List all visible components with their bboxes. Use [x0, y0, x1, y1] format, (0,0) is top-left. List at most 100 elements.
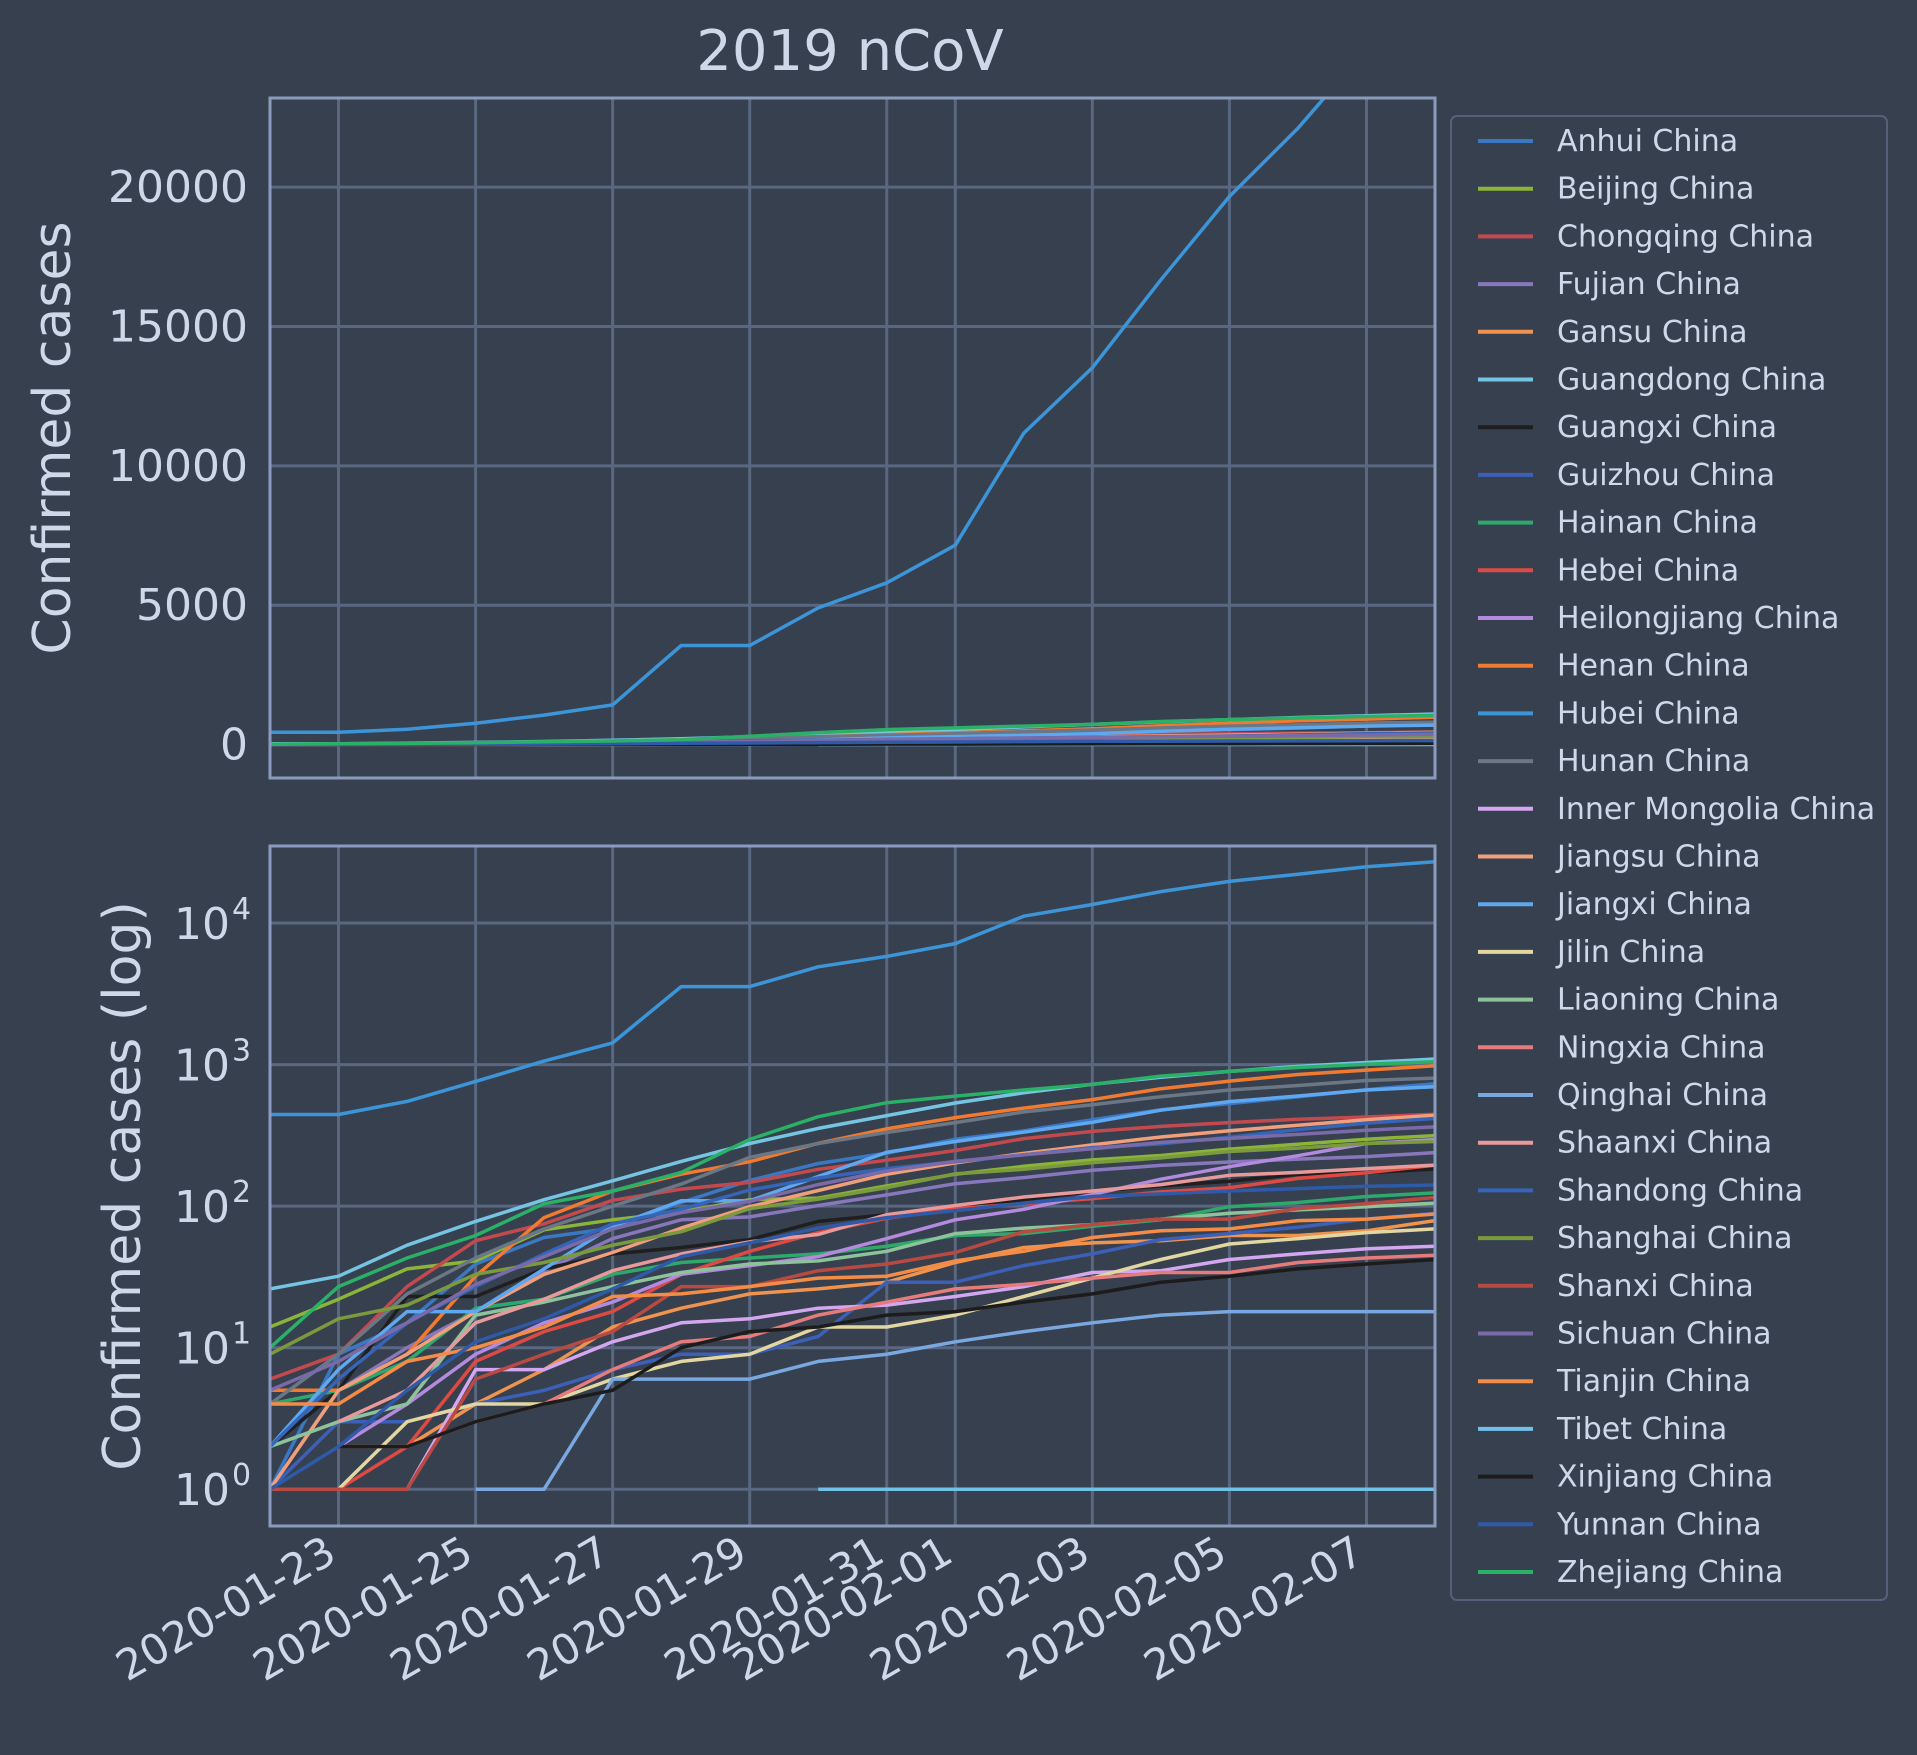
- legend-label: Jilin China: [1555, 935, 1705, 970]
- legend: Anhui China Beijing China Chongqing China F…: [1450, 115, 1888, 1601]
- legend-label: Xinjiang China: [1557, 1460, 1773, 1495]
- log-plot-frame: [268, 844, 1437, 1528]
- linear-y-axis-label: Confirmed cases: [23, 221, 83, 654]
- log-line-jiangsu-china: [270, 1113, 1435, 1491]
- log-line-hubei-china: [270, 859, 1435, 1117]
- linear-y-tick-label: 5000: [136, 580, 248, 631]
- legend-item-jiangxi-china: Jiangxi China: [1478, 887, 1752, 922]
- legend-item-ningxia-china: Ningxia China: [1478, 1030, 1766, 1065]
- legend-label: Sichuan China: [1557, 1317, 1772, 1352]
- legend-item-hunan-china: Hunan China: [1478, 744, 1750, 779]
- legend-item-shanxi-china: Shanxi China: [1478, 1269, 1754, 1304]
- legend-label: Guangdong China: [1557, 363, 1826, 398]
- legend-item-hubei-china: Hubei China: [1478, 696, 1740, 731]
- log-line-jiangxi-china: [270, 1084, 1435, 1448]
- legend-item-shanghai-china: Shanghai China: [1478, 1221, 1792, 1256]
- log-line-guangxi-china: [270, 1167, 1435, 1448]
- log-y-tick-label: 10: [174, 1324, 230, 1375]
- legend-item-hebei-china: Hebei China: [1478, 553, 1739, 588]
- legend-item-inner-mongolia-china: Inner Mongolia China: [1478, 792, 1875, 827]
- log-y-tick-base: 10: [174, 1465, 230, 1516]
- legend-item-henan-china: Henan China: [1478, 649, 1750, 684]
- linear-plot-area: [270, 98, 1435, 778]
- legend-label: Yunnan China: [1556, 1507, 1762, 1542]
- linear-series-lines: [270, 98, 1435, 747]
- legend-label: Gansu China: [1557, 315, 1748, 350]
- linear-line-hubei-china: [270, 98, 1327, 734]
- legend-label: Jiangsu China: [1555, 840, 1761, 875]
- legend-item-beijing-china: Beijing China: [1478, 172, 1754, 207]
- legend-item-jiangsu-china: Jiangsu China: [1478, 840, 1761, 875]
- log-y-tick-base: 10: [174, 1041, 230, 1092]
- log-line-ningxia-china: [406, 1253, 1435, 1449]
- legend-label: Shanghai China: [1557, 1221, 1792, 1256]
- legend-item-jilin-china: Jilin China: [1478, 935, 1705, 970]
- legend-label: Anhui China: [1557, 124, 1738, 159]
- log-y-tick-exponent: 1: [232, 1317, 251, 1352]
- legend-label: Jiangxi China: [1555, 887, 1752, 922]
- linear-y-tick-label: 15000: [108, 302, 248, 353]
- legend-item-sichuan-china: Sichuan China: [1478, 1317, 1772, 1352]
- log-y-tick-label: 10: [174, 1182, 230, 1233]
- log-y-tick-base: 10: [174, 1324, 230, 1375]
- legend-item-guizhou-china: Guizhou China: [1478, 458, 1775, 493]
- legend-label: Ningxia China: [1557, 1030, 1766, 1065]
- linear-y-tick-label: 0: [220, 720, 248, 771]
- legend-label: Tibet China: [1556, 1412, 1727, 1447]
- log-line-yunnan-china: [270, 1183, 1435, 1491]
- legend-box: [1450, 115, 1888, 1601]
- legend-item-shaanxi-china: Shaanxi China: [1478, 1126, 1772, 1161]
- log-y-tick-base: 10: [174, 899, 230, 950]
- legend-item-guangdong-china: Guangdong China: [1478, 363, 1826, 398]
- legend-item-anhui-china: Anhui China: [1478, 124, 1738, 159]
- log-line-shanghai-china: [270, 1139, 1435, 1356]
- legend-item-gansu-china: Gansu China: [1478, 315, 1748, 350]
- linear-y-ticks: 0 5000 10000 15000 20000: [108, 162, 248, 770]
- legend-item-qinghai-china: Qinghai China: [1478, 1078, 1768, 1113]
- log-line-jilin-china: [337, 1227, 1435, 1491]
- log-y-tick-base: 10: [174, 1182, 230, 1233]
- legend-item-heilongjiang-china: Heilongjiang China: [1478, 601, 1839, 636]
- log-y-axis-label: Confirmed cases (log): [93, 901, 153, 1471]
- legend-label: Beijing China: [1557, 172, 1754, 207]
- legend-item-fujian-china: Fujian China: [1478, 267, 1741, 302]
- legend-label: Guizhou China: [1557, 458, 1775, 493]
- legend-item-chongqing-china: Chongqing China: [1478, 219, 1814, 254]
- log-y-tick-exponent: 0: [232, 1458, 251, 1493]
- legend-label: Zhejiang China: [1557, 1555, 1783, 1590]
- log-line-anhui-china: [270, 1081, 1435, 1490]
- legend-label: Hunan China: [1557, 744, 1750, 779]
- log-line-xinjiang-china: [338, 1257, 1435, 1449]
- legend-label: Hebei China: [1557, 553, 1739, 588]
- log-line-hunan-china: [270, 1076, 1435, 1406]
- legend-item-tianjin-china: Tianjin China: [1478, 1364, 1751, 1399]
- log-y-tick-label: 10: [174, 1041, 230, 1092]
- legend-item-liaoning-china: Liaoning China: [1478, 983, 1779, 1018]
- log-y-tick-exponent: 4: [232, 892, 251, 927]
- legend-label: Qinghai China: [1557, 1078, 1768, 1113]
- log-line-inner-mongolia-china: [405, 1244, 1435, 1491]
- legend-item-xinjiang-china: Xinjiang China: [1478, 1460, 1773, 1495]
- log-line-shaanxi-china: [337, 1163, 1435, 1424]
- log-y-tick-exponent: 2: [232, 1175, 251, 1210]
- legend-label: Shanxi China: [1557, 1269, 1754, 1304]
- log-series-lines: [270, 859, 1435, 1491]
- legend-label: Liaoning China: [1557, 983, 1779, 1018]
- log-line-qinghai-china: [475, 1309, 1435, 1491]
- legend-label: Shaanxi China: [1557, 1126, 1772, 1161]
- legend-label: Guangxi China: [1557, 410, 1777, 445]
- legend-label: Chongqing China: [1557, 219, 1814, 254]
- log-line-sichuan-china: [270, 1125, 1435, 1392]
- legend-label: Henan China: [1557, 649, 1750, 684]
- linear-plot-frame: [268, 96, 1437, 780]
- log-line-zhejiang-china: [270, 1059, 1435, 1350]
- legend-label: Inner Mongolia China: [1557, 792, 1875, 827]
- linear-panel: 0 5000 10000 15000 20000 Confirmed cases: [23, 96, 1437, 780]
- chart-title: 2019 nCoV: [696, 19, 1003, 84]
- legend-item-guangxi-china: Guangxi China: [1478, 410, 1777, 445]
- legend-item-hainan-china: Hainan China: [1478, 506, 1758, 541]
- legend-label: Fujian China: [1557, 267, 1741, 302]
- legend-label: Hainan China: [1557, 506, 1758, 541]
